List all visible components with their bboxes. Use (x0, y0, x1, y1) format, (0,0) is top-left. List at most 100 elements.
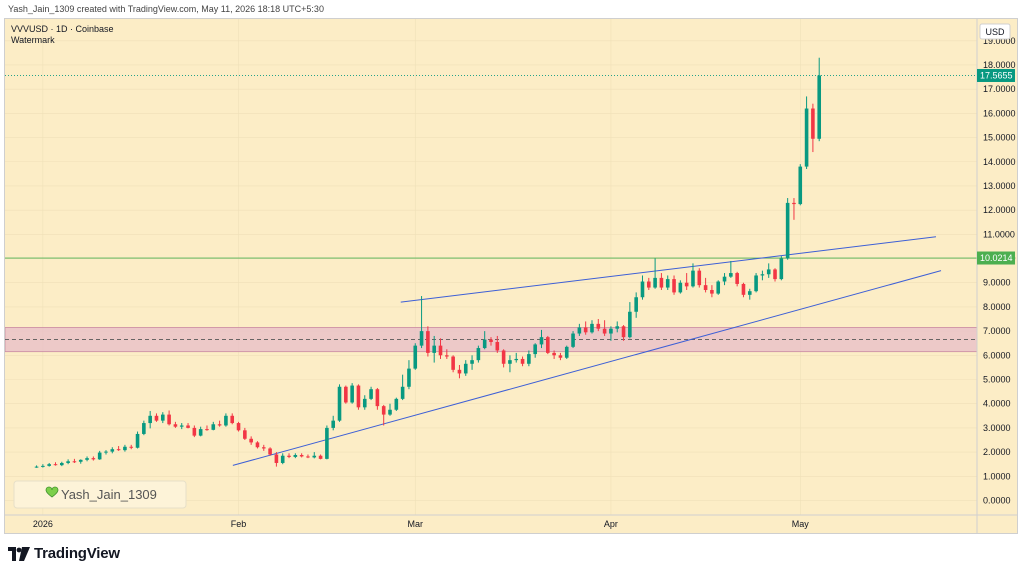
candle (779, 256, 784, 281)
candle (754, 273, 758, 293)
currency-box[interactable]: USD (979, 23, 1011, 40)
time-axis[interactable]: 2026 Feb Mar Apr May (33, 519, 809, 529)
author-badge: Yash_Jain_1309 (13, 480, 187, 509)
candle (154, 413, 159, 422)
candle-body (741, 283, 746, 295)
candle (691, 263, 695, 288)
chart-canvas[interactable]: 0.0000 1.0000 2.0000 3.0000 4.0000 5.0000 6.00… (5, 19, 1017, 533)
candle-body (211, 424, 216, 430)
candle-body (729, 273, 733, 277)
candle-body (432, 345, 436, 353)
watermark-line: Watermark (11, 35, 55, 45)
y-tick-label: 18.0000 (983, 60, 1016, 70)
candle-body (142, 423, 146, 434)
candle (91, 456, 96, 461)
plot-background (5, 19, 977, 515)
price-label-text: 17.5655 (980, 70, 1013, 80)
candle (369, 386, 373, 401)
candle-body (766, 269, 771, 275)
price-label-bg (977, 68, 1015, 82)
candle-body (135, 433, 140, 448)
candle-body (684, 282, 689, 287)
candle (552, 350, 556, 359)
candle (148, 410, 152, 429)
candle-body (672, 279, 676, 293)
y-tick-label: 3.0000 (983, 423, 1011, 433)
candle (817, 57, 822, 142)
candle-body (356, 385, 361, 408)
candle-body (293, 454, 298, 457)
chart-frame[interactable]: 0.0000 1.0000 2.0000 3.0000 4.0000 5.0000 6.00… (4, 18, 1018, 534)
y-tick-label: 4.0000 (983, 399, 1011, 409)
candle (476, 345, 481, 363)
candle (344, 385, 348, 404)
candle (653, 258, 657, 289)
candle (615, 321, 620, 333)
trendlines[interactable] (232, 236, 942, 466)
candle-body (344, 386, 348, 403)
y-tick-label: 19.0000 (983, 36, 1016, 46)
candle-body (280, 455, 285, 463)
candle (596, 319, 601, 332)
candle (634, 292, 638, 318)
candle-body (34, 466, 39, 468)
candle-body (381, 406, 386, 415)
candle-body (621, 326, 626, 338)
author-badge-label: Yash_Jain_1309 (61, 487, 157, 502)
price-axis[interactable]: 0.0000 1.0000 2.0000 3.0000 4.0000 5.0000 6.00… (983, 36, 1016, 506)
candle (463, 360, 468, 376)
y-tick-label: 8.0000 (983, 302, 1011, 312)
y-tick-label: 1.0000 (983, 471, 1011, 481)
candle-body (91, 458, 96, 460)
candle-body (747, 291, 752, 295)
trendline-lower[interactable] (232, 270, 942, 466)
candle-body (665, 279, 670, 288)
candle (747, 288, 752, 300)
candle-body (527, 354, 531, 364)
grid-lines (5, 19, 977, 515)
candle (564, 345, 569, 359)
candle (716, 280, 721, 295)
candle (331, 415, 336, 431)
x-tick-label: Apr (604, 519, 618, 529)
candle (400, 374, 405, 401)
candle (419, 296, 424, 349)
candle (249, 436, 253, 445)
candle-body (97, 452, 102, 460)
candle-body (104, 451, 108, 453)
y-tick-label: 5.0000 (983, 375, 1011, 385)
candle (375, 387, 380, 410)
candle-body (760, 274, 765, 276)
candle (470, 355, 474, 370)
candle-body (558, 355, 563, 358)
candle (571, 331, 575, 349)
candle-body (160, 414, 165, 421)
candle-body (192, 427, 197, 436)
candle-body (198, 429, 203, 436)
candle (514, 352, 519, 363)
candle-body (268, 448, 272, 455)
trendline-upper[interactable] (400, 236, 937, 303)
candle (741, 282, 746, 298)
horizontal-lines[interactable] (5, 75, 977, 259)
candle-body (628, 311, 632, 338)
y-tick-label: 13.0000 (983, 181, 1016, 191)
candle-body (205, 429, 209, 431)
tradingview-logo[interactable]: TradingView (8, 545, 120, 562)
candle (173, 421, 178, 428)
candle (804, 96, 809, 170)
candle-body (596, 323, 601, 329)
candle (773, 268, 777, 282)
candle (116, 446, 121, 451)
tradingview-logo-text: TradingView (34, 545, 120, 562)
candle (230, 413, 235, 425)
candle-body (362, 398, 367, 408)
candle (546, 335, 550, 355)
candle-body (299, 454, 304, 457)
candle-body (577, 327, 582, 334)
candle-body (224, 415, 228, 426)
candle-body (571, 333, 575, 347)
candle-body (261, 447, 266, 449)
candle (217, 420, 222, 427)
candle (60, 461, 64, 467)
